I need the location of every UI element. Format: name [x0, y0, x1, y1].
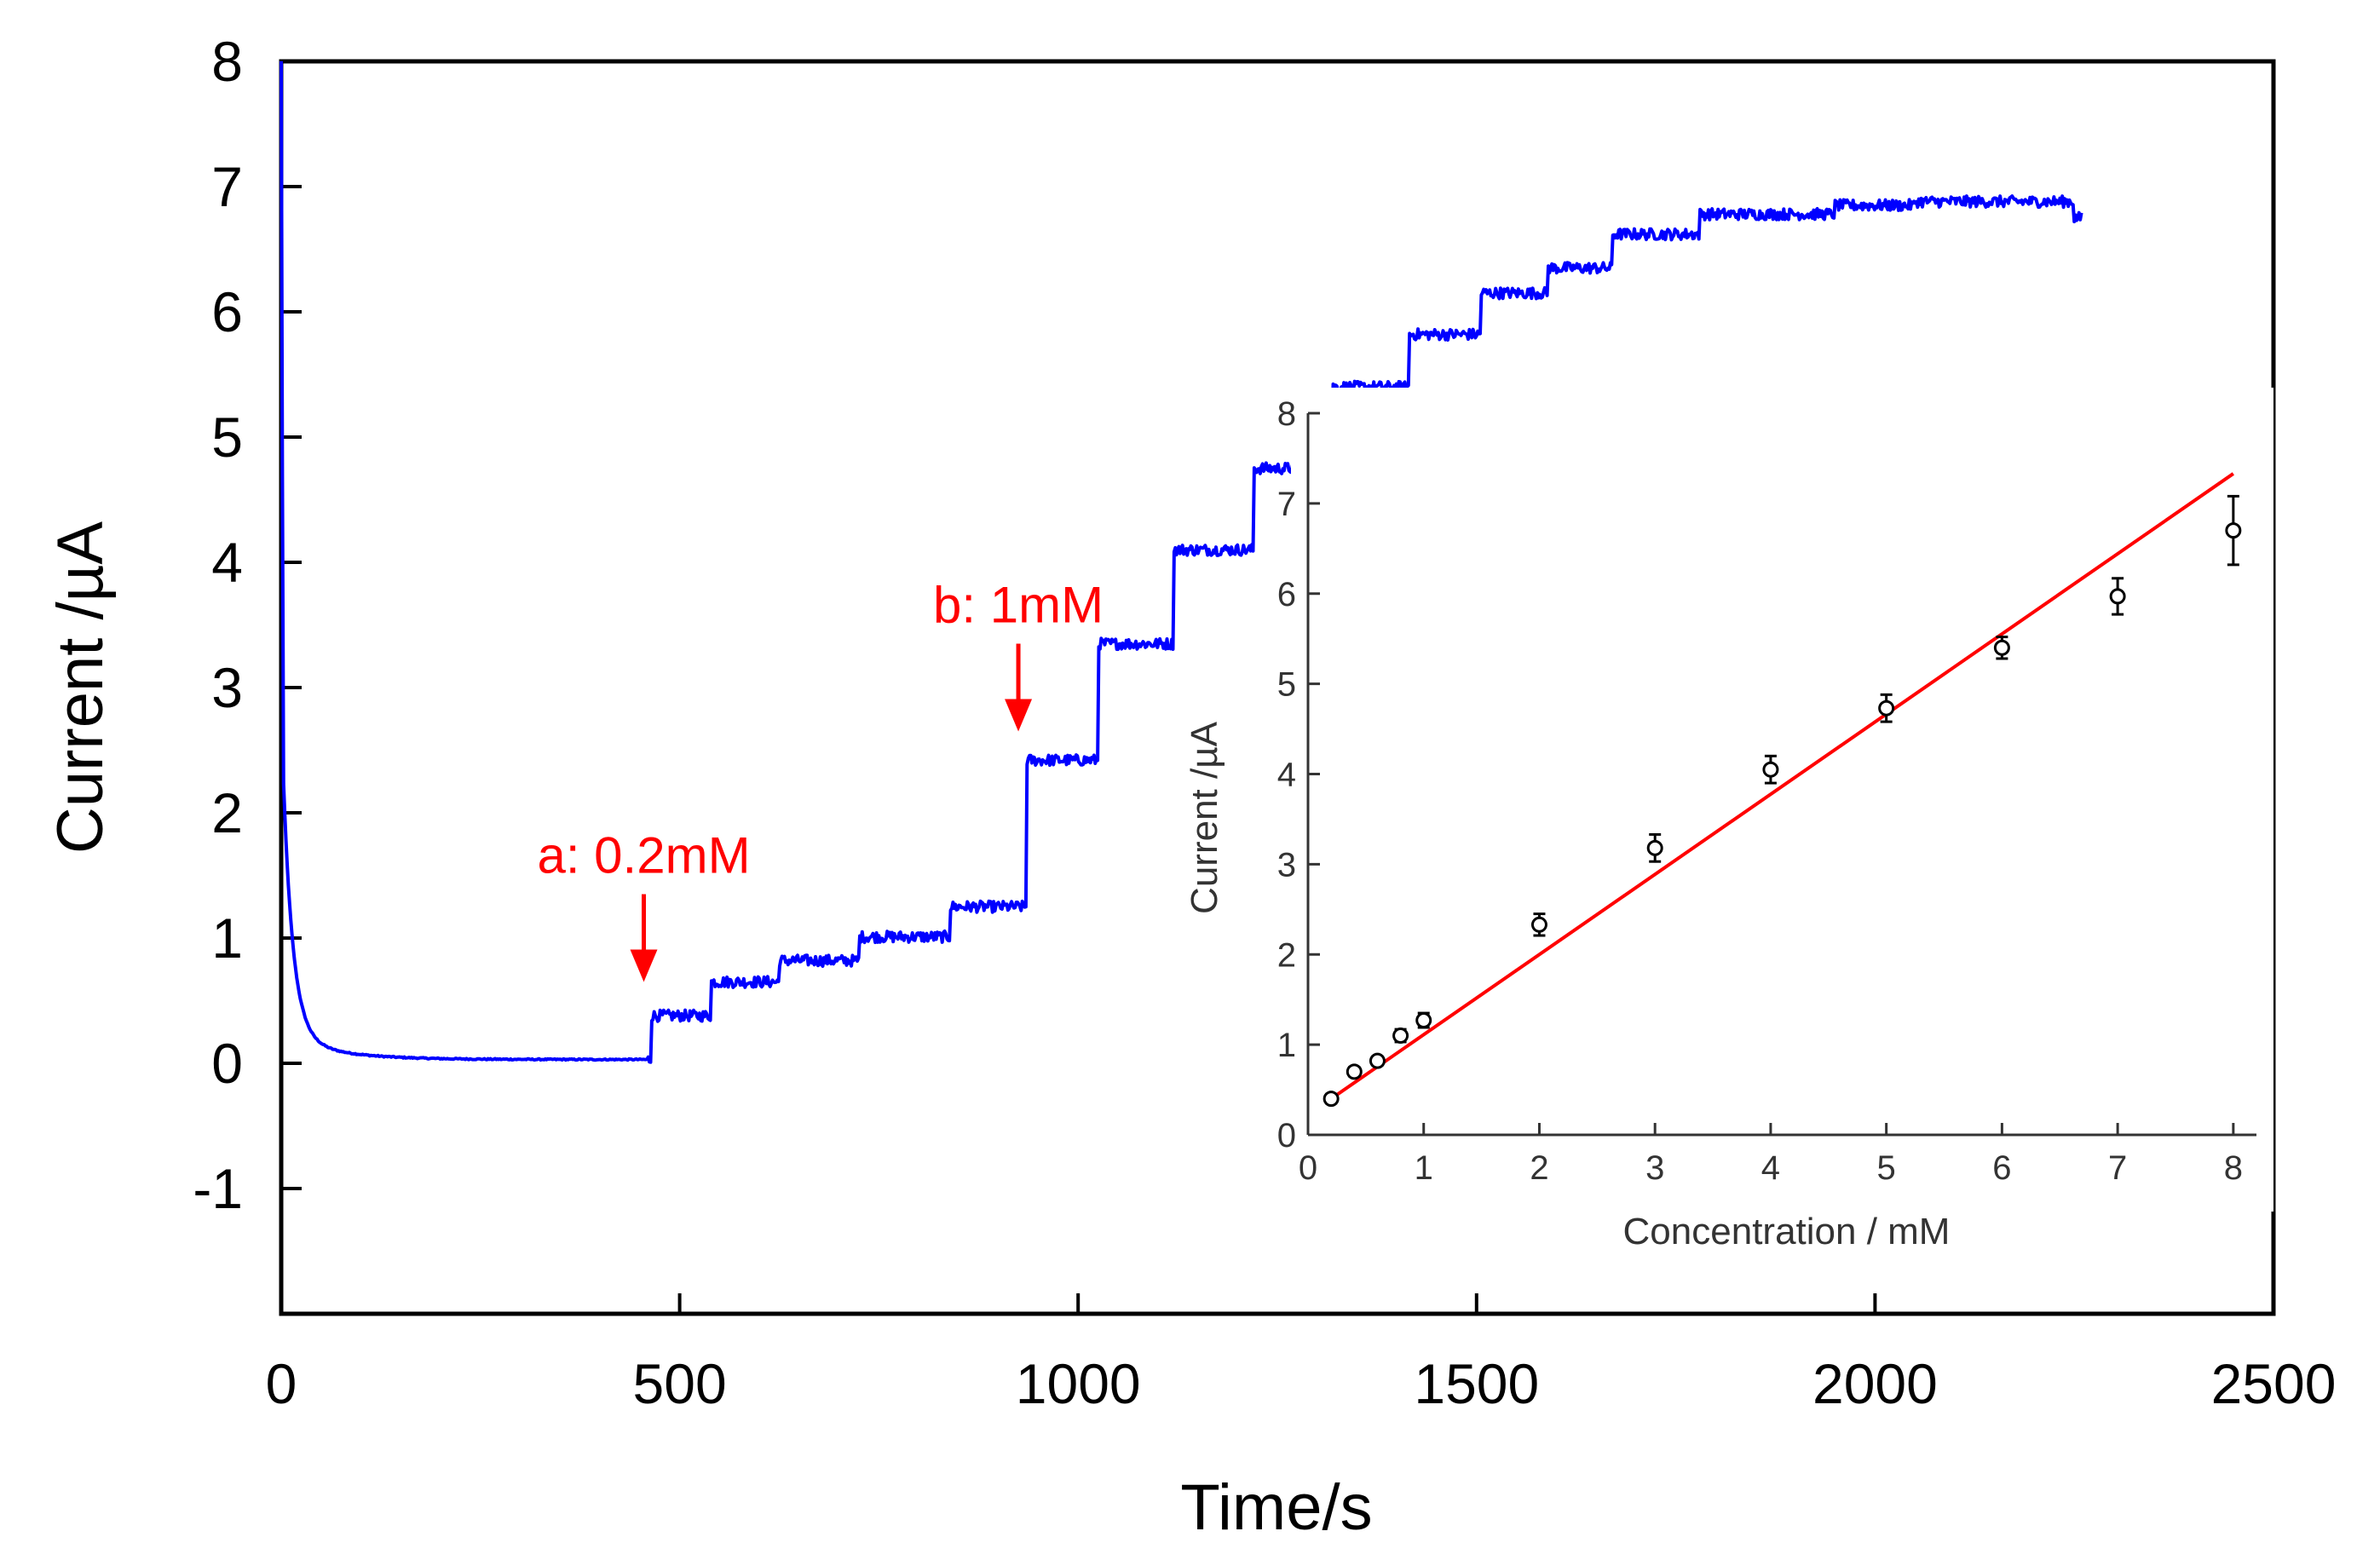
inset-y-tick-label: 0 — [1277, 1117, 1296, 1154]
y-tick-label: 1 — [211, 907, 243, 970]
inset-background — [1291, 388, 2273, 1212]
data-point — [1993, 639, 2010, 656]
inset-y-tick-label: 1 — [1277, 1027, 1296, 1064]
y-tick-label: 7 — [211, 155, 243, 218]
inset-x-axis-title: Concentration / mM — [1623, 1211, 1951, 1252]
inset-plot: 0 1 2 3 4 5 6 7 8 0 1 2 3 4 5 6 7 8 Concentration / mM Curr… — [1184, 388, 2273, 1252]
y-tick-label: 3 — [211, 656, 243, 719]
x-tick-label: 2000 — [1812, 1352, 1938, 1415]
data-point — [1392, 1028, 1409, 1045]
inset-x-tick-label: 8 — [2224, 1149, 2243, 1187]
inset-y-tick-label: 6 — [1277, 576, 1296, 613]
x-tick-label: 500 — [633, 1352, 727, 1415]
annotation-arrow-head — [1005, 699, 1033, 732]
y-tick-label: 4 — [211, 531, 243, 594]
x-axis-title: Time/s — [1180, 1471, 1372, 1544]
inset-y-tick-label: 2 — [1277, 936, 1296, 974]
x-tick-label: 1000 — [1016, 1352, 1141, 1415]
inset-y-tick-label: 7 — [1277, 486, 1296, 523]
inset-y-tick-label: 8 — [1277, 395, 1296, 433]
data-point — [1878, 699, 1895, 717]
inset-x-tick-label: 2 — [1530, 1149, 1548, 1187]
data-point — [1369, 1052, 1386, 1069]
inset-x-tick-label: 1 — [1415, 1149, 1433, 1187]
data-point — [1646, 839, 1663, 856]
inset-x-tick-label: 6 — [1992, 1149, 2011, 1187]
inset-y-tick-label: 4 — [1277, 757, 1296, 794]
data-point — [1346, 1063, 1363, 1080]
data-point — [1323, 1091, 1340, 1108]
inset-x-tick-label: 4 — [1761, 1149, 1780, 1187]
y-tick-label: 6 — [211, 280, 243, 343]
data-point — [2225, 522, 2242, 539]
y-tick-label: 2 — [211, 781, 243, 844]
inset-y-tick-label: 3 — [1277, 846, 1296, 884]
x-tick-label: 2500 — [2211, 1352, 2337, 1415]
y-tick-label: -1 — [193, 1157, 243, 1220]
inset-x-tick-label: 3 — [1645, 1149, 1664, 1187]
y-tick-label: 0 — [211, 1032, 243, 1095]
inset-y-axis-title: Current /µA — [1184, 721, 1225, 914]
y-tick-label: 8 — [211, 30, 243, 93]
annotation-label: b: 1mM — [933, 577, 1104, 634]
inset-x-tick-label: 7 — [2108, 1149, 2127, 1187]
annotation-arrow-head — [630, 949, 658, 982]
inset-x-tick-label: 0 — [1299, 1149, 1317, 1187]
y-tick-label: 5 — [211, 406, 243, 469]
data-point — [2109, 588, 2126, 605]
x-tick-label: 0 — [266, 1352, 297, 1415]
data-point — [1762, 761, 1779, 778]
main-plot: 0 500 1000 1500 2000 2500-1012345678Time/sCur… — [44, 30, 2336, 1544]
x-tick-label: 1500 — [1414, 1352, 1539, 1415]
fit-line — [1330, 472, 2234, 1101]
inset-y-tick-label: 5 — [1277, 666, 1296, 704]
inset-x-tick-label: 5 — [1877, 1149, 1896, 1187]
data-point — [1530, 916, 1547, 933]
annotation-label: a: 0.2mM — [537, 827, 750, 884]
data-point — [1415, 1012, 1432, 1029]
current-trace — [279, 60, 2083, 1064]
y-axis-title: Current /µA — [44, 521, 117, 854]
